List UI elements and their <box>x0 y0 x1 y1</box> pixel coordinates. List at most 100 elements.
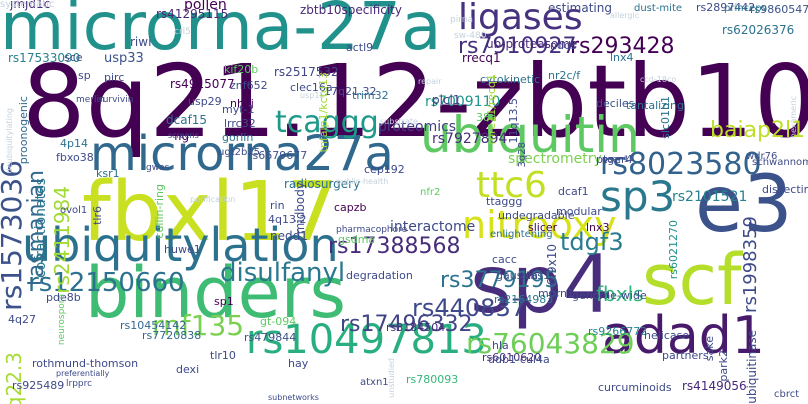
word: crl5 <box>174 27 191 37</box>
word: lnx4 <box>610 51 634 64</box>
word: lrrc32 <box>224 117 256 130</box>
word: unstudied <box>387 358 396 398</box>
word: rs1573036 <box>0 160 28 311</box>
word: znf652 <box>230 79 268 92</box>
word: 3q28 <box>517 142 528 168</box>
word: usp15 <box>300 91 325 100</box>
word: survivin <box>98 95 134 105</box>
word: pollen <box>184 0 227 13</box>
word: estimating <box>548 1 612 15</box>
word: rs10497813 <box>246 317 487 363</box>
word: clec16a <box>290 81 333 94</box>
word: hla <box>492 339 509 352</box>
word: ugt2b15 <box>218 147 261 158</box>
word: merlin <box>76 95 105 105</box>
word: ddb1-cul4a <box>488 353 550 366</box>
word: tantalizing <box>626 99 684 112</box>
word: deciles <box>596 97 635 110</box>
word: tcaggg <box>275 105 379 140</box>
word: mre11/recq1 <box>485 74 498 145</box>
word: usp29 <box>188 95 222 108</box>
word: rs293428 <box>570 34 675 59</box>
word: 38a <box>476 111 497 124</box>
word: lrpprc <box>66 379 93 389</box>
word: genome-wide <box>572 289 647 302</box>
word: ttc6 <box>476 165 547 206</box>
word: plcl1 <box>432 93 461 107</box>
word: rs2101521 <box>672 189 748 205</box>
word: disulfanyl <box>220 258 346 288</box>
word: rs6010620 <box>482 351 542 364</box>
word: binders <box>85 252 346 334</box>
word: schwannomas <box>752 157 808 168</box>
word: ksr1 <box>96 167 120 180</box>
word: actl9 <box>346 41 374 54</box>
word: rrecq1 <box>462 51 501 65</box>
word: radiosurgery <box>284 177 361 191</box>
word: rs62026376 <box>722 23 795 37</box>
word: dcaf15 <box>166 113 208 127</box>
word: tnfaip1/kctd13 <box>317 72 330 153</box>
word: trf2/rap1k63-deubiquitinase <box>745 330 759 404</box>
word: preferentially <box>56 369 110 378</box>
word: proonogenic <box>17 96 30 165</box>
word: gwas <box>146 163 170 173</box>
word: rs3184504 <box>386 321 446 334</box>
word: rs925489 <box>12 379 65 392</box>
word: 4q13.2 <box>268 213 307 226</box>
word: rs2164983 <box>494 293 554 306</box>
word: sake <box>703 336 716 362</box>
word: neurospora <box>57 294 67 346</box>
word: ubiquitylation <box>22 218 339 272</box>
word: atxn1 <box>360 377 389 388</box>
word: 8q21.12-zbtb10 <box>22 43 808 160</box>
word: rs4149056 <box>682 379 747 393</box>
word: e3 <box>695 160 793 250</box>
word: partners <box>662 349 709 362</box>
word: zbtb10specificity <box>300 3 402 17</box>
word: rs10454142 <box>120 319 187 332</box>
word: dust-mite <box>634 3 683 14</box>
word: cullin-ring <box>153 184 166 239</box>
word: substrate <box>380 117 418 126</box>
word: ndds <box>550 39 577 52</box>
word: hexameric <box>789 96 798 139</box>
word: 11q13.5 <box>507 98 520 144</box>
word: lnx3 <box>586 221 610 234</box>
word: midbody <box>293 182 307 235</box>
word: ptger4 <box>596 153 633 166</box>
word: kif20b <box>224 63 259 76</box>
word: rs17496332 <box>340 312 473 337</box>
word: pirna <box>450 15 473 25</box>
word: rs7720838 <box>142 329 202 342</box>
word: wdr76 <box>746 151 778 162</box>
word: nitrooxy <box>462 203 617 247</box>
word: sw-480 <box>454 31 487 41</box>
word: rs479844 <box>244 331 297 344</box>
word: gt-094 <box>260 315 297 328</box>
word: microrna27a <box>90 126 394 182</box>
word: rs6021270 <box>667 220 680 280</box>
word: rs1998359 <box>740 216 761 313</box>
word: rs780093 <box>406 373 459 386</box>
word: rothmund-thomson <box>32 357 139 370</box>
word: cep192 <box>364 163 405 176</box>
word: public-health <box>336 177 389 186</box>
word: fbxls <box>596 282 644 306</box>
word: scf <box>642 239 742 321</box>
word: rs76043829 <box>466 327 635 360</box>
word: ovol1 <box>60 205 88 216</box>
word: enlightening <box>490 229 553 240</box>
word: interactome <box>390 219 476 235</box>
word: rs12150660 <box>28 268 185 298</box>
word: dcaf1 <box>558 185 589 198</box>
word: rs440837 <box>412 294 526 322</box>
word: ttaggg <box>486 195 523 208</box>
word: hay <box>288 357 309 370</box>
word: rs9266772 <box>588 325 648 338</box>
word: flg <box>174 129 190 143</box>
word: fbxl17 <box>82 165 339 260</box>
word: sp4 <box>470 238 614 331</box>
word: myt-1 <box>222 103 255 116</box>
word: rs2897442 <box>696 1 756 14</box>
